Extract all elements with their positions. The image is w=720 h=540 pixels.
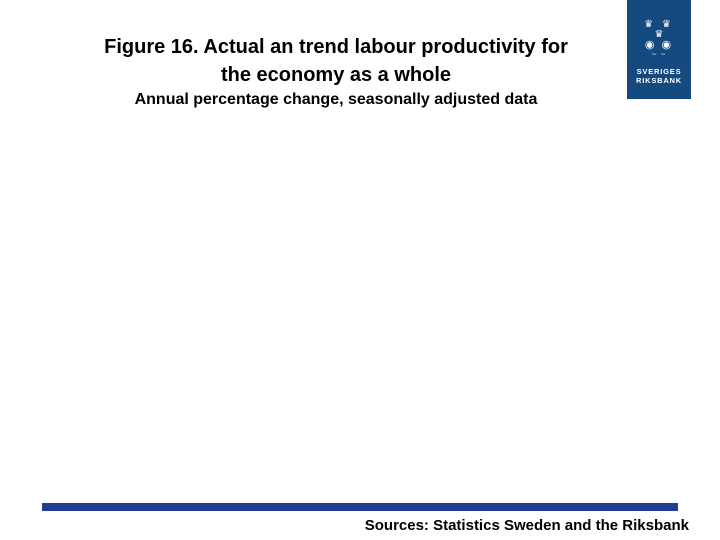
logo-line-riksbank: RIKSBANK [636, 75, 682, 85]
title-block: Figure 16. Actual an trend labour produc… [36, 33, 636, 109]
bottom-accent-bar [42, 503, 678, 511]
slide-title: Figure 16. Actual an trend labour produc… [36, 33, 636, 89]
sveriges-riksbank-logo: ♛ ♛ ♛ ◉ ◉ ~ ~ SVERIGES RIKSBANK [627, 0, 691, 99]
slide-subtitle: Annual percentage change, seasonally adj… [134, 91, 538, 108]
three-crowns-icon: ♛ ♛ [644, 19, 674, 30]
logo-wordmark: SVERIGES RIKSBANK [627, 67, 691, 85]
emblem-ornament-icon: ~ ~ [651, 50, 667, 59]
title-line-2: the economy as a whole [220, 64, 452, 86]
title-line-1: Figure 16. Actual an trend labour produc… [104, 36, 568, 58]
emblem-heads-icon: ◉ ◉ [644, 39, 674, 51]
empty-chart-area [42, 130, 678, 490]
source-note: Sources: Statistics Sweden and the Riksb… [364, 517, 689, 534]
logo-line-sveriges: SVERIGES [636, 67, 682, 76]
crown-icon: ♛ [654, 29, 664, 40]
